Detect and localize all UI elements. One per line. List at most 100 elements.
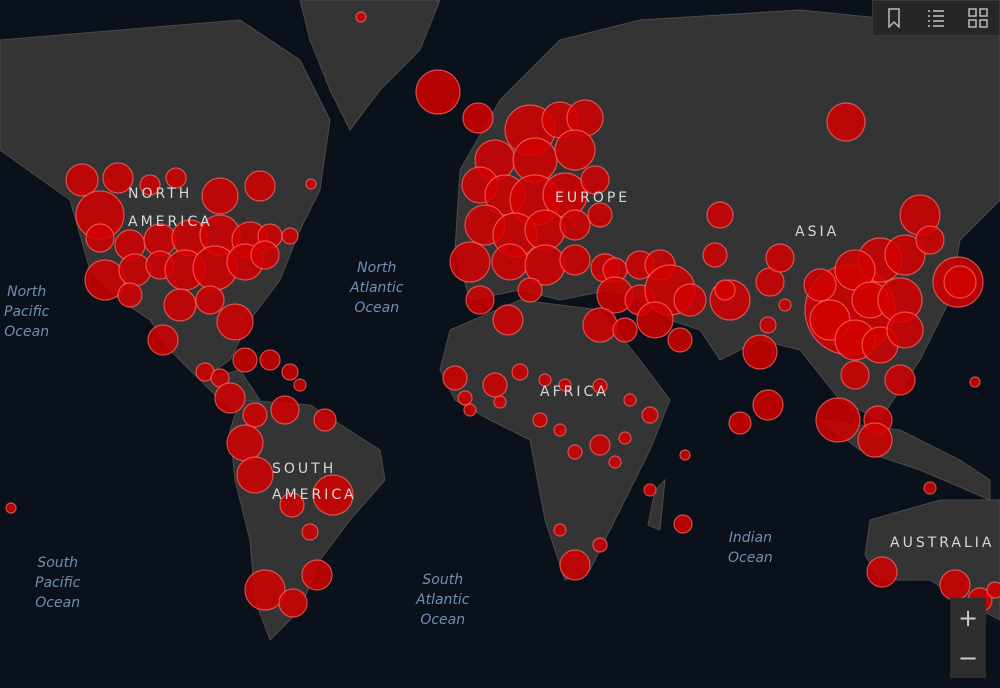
case-bubble[interactable] [102, 162, 134, 194]
case-bubble[interactable] [242, 402, 268, 428]
case-bubble[interactable] [281, 227, 299, 245]
case-bubble[interactable] [759, 316, 777, 334]
case-bubble[interactable] [587, 202, 613, 228]
case-bubble[interactable] [491, 243, 529, 281]
case-bubble[interactable] [582, 307, 618, 343]
case-bubble[interactable] [886, 311, 924, 349]
case-bubble[interactable] [589, 434, 611, 456]
case-bubble[interactable] [313, 408, 337, 432]
case-bubble[interactable] [567, 444, 583, 460]
case-bubble[interactable] [866, 556, 898, 588]
case-bubble[interactable] [85, 223, 115, 253]
case-bubble[interactable] [301, 559, 333, 591]
case-bubble[interactable] [201, 177, 239, 215]
qr-grid-icon[interactable] [968, 7, 988, 29]
case-bubble[interactable] [465, 285, 495, 315]
zoom-in-button[interactable]: + [957, 604, 979, 632]
case-bubble[interactable] [592, 378, 608, 394]
case-bubble[interactable] [259, 349, 281, 371]
case-bubble[interactable] [679, 449, 691, 461]
case-bubble[interactable] [538, 373, 552, 387]
case-bubble[interactable] [278, 588, 308, 618]
case-bubble[interactable] [673, 514, 693, 534]
case-bubble[interactable] [884, 234, 926, 276]
case-bubble[interactable] [752, 389, 784, 421]
case-bubble[interactable] [673, 283, 707, 317]
case-bubble[interactable] [580, 165, 610, 195]
case-bubble[interactable] [493, 395, 507, 409]
case-bubble[interactable] [301, 523, 319, 541]
case-bubble[interactable] [216, 303, 254, 341]
case-bubble[interactable] [244, 170, 276, 202]
case-bubble[interactable] [636, 301, 674, 339]
case-bubble[interactable] [492, 304, 524, 336]
case-bubble[interactable] [270, 395, 300, 425]
case-bubble[interactable] [449, 241, 491, 283]
case-bubble[interactable] [986, 581, 1000, 599]
case-bubble[interactable] [147, 324, 179, 356]
case-bubble[interactable] [305, 178, 317, 190]
bookmark-icon[interactable] [884, 7, 904, 29]
case-bubble[interactable] [728, 411, 752, 435]
case-bubble[interactable] [118, 253, 152, 287]
case-bubble[interactable] [765, 243, 795, 273]
case-bubble[interactable] [840, 360, 870, 390]
case-bubble[interactable] [815, 397, 861, 443]
case-bubble[interactable] [532, 412, 548, 428]
case-bubble[interactable] [702, 242, 728, 268]
list-icon[interactable] [926, 7, 946, 29]
case-bubble[interactable] [559, 549, 591, 581]
zoom-out-button[interactable]: − [957, 644, 979, 672]
case-bubble[interactable] [714, 279, 736, 301]
case-bubble[interactable] [312, 474, 354, 516]
case-bubble[interactable] [462, 102, 494, 134]
case-bubble[interactable] [415, 69, 461, 115]
case-bubble[interactable] [915, 225, 945, 255]
case-bubble[interactable] [293, 378, 307, 392]
case-bubble[interactable] [939, 569, 971, 601]
case-bubble[interactable] [214, 382, 246, 414]
case-bubble[interactable] [826, 102, 866, 142]
case-bubble[interactable] [281, 363, 299, 381]
case-bubble[interactable] [457, 390, 473, 406]
case-bubble[interactable] [803, 268, 837, 302]
case-bubble[interactable] [139, 174, 161, 196]
case-bubble[interactable] [612, 317, 638, 343]
case-bubble[interactable] [232, 347, 258, 373]
case-bubble[interactable] [236, 456, 274, 494]
case-bubble[interactable] [524, 209, 566, 251]
case-bubble[interactable] [279, 492, 305, 518]
case-bubble[interactable] [884, 364, 916, 396]
case-bubble[interactable] [618, 431, 632, 445]
case-bubble[interactable] [65, 163, 99, 197]
case-bubble[interactable] [559, 244, 591, 276]
case-bubble[interactable] [623, 393, 637, 407]
case-bubble[interactable] [442, 365, 468, 391]
case-bubble[interactable] [742, 334, 778, 370]
case-bubble[interactable] [558, 378, 572, 392]
case-bubble[interactable] [355, 11, 367, 23]
case-bubble[interactable] [969, 376, 981, 388]
case-bubble[interactable] [517, 277, 543, 303]
case-bubble[interactable] [667, 327, 693, 353]
case-bubble[interactable] [165, 167, 187, 189]
case-bubble[interactable] [554, 129, 596, 171]
case-bubble[interactable] [226, 424, 264, 462]
case-bubble[interactable] [778, 298, 792, 312]
case-bubble[interactable] [592, 537, 608, 553]
case-bubble[interactable] [511, 363, 529, 381]
case-bubble[interactable] [608, 455, 622, 469]
case-bubble[interactable] [163, 288, 197, 322]
case-bubble[interactable] [250, 240, 280, 270]
case-bubble[interactable] [244, 569, 286, 611]
case-bubble[interactable] [553, 423, 567, 437]
case-bubble[interactable] [195, 285, 225, 315]
case-bubble[interactable] [553, 523, 567, 537]
case-bubble[interactable] [643, 483, 657, 497]
case-bubble[interactable] [641, 406, 659, 424]
case-bubble[interactable] [857, 422, 893, 458]
case-bubble[interactable] [923, 481, 937, 495]
case-bubble[interactable] [5, 502, 17, 514]
case-bubble[interactable] [559, 209, 591, 241]
